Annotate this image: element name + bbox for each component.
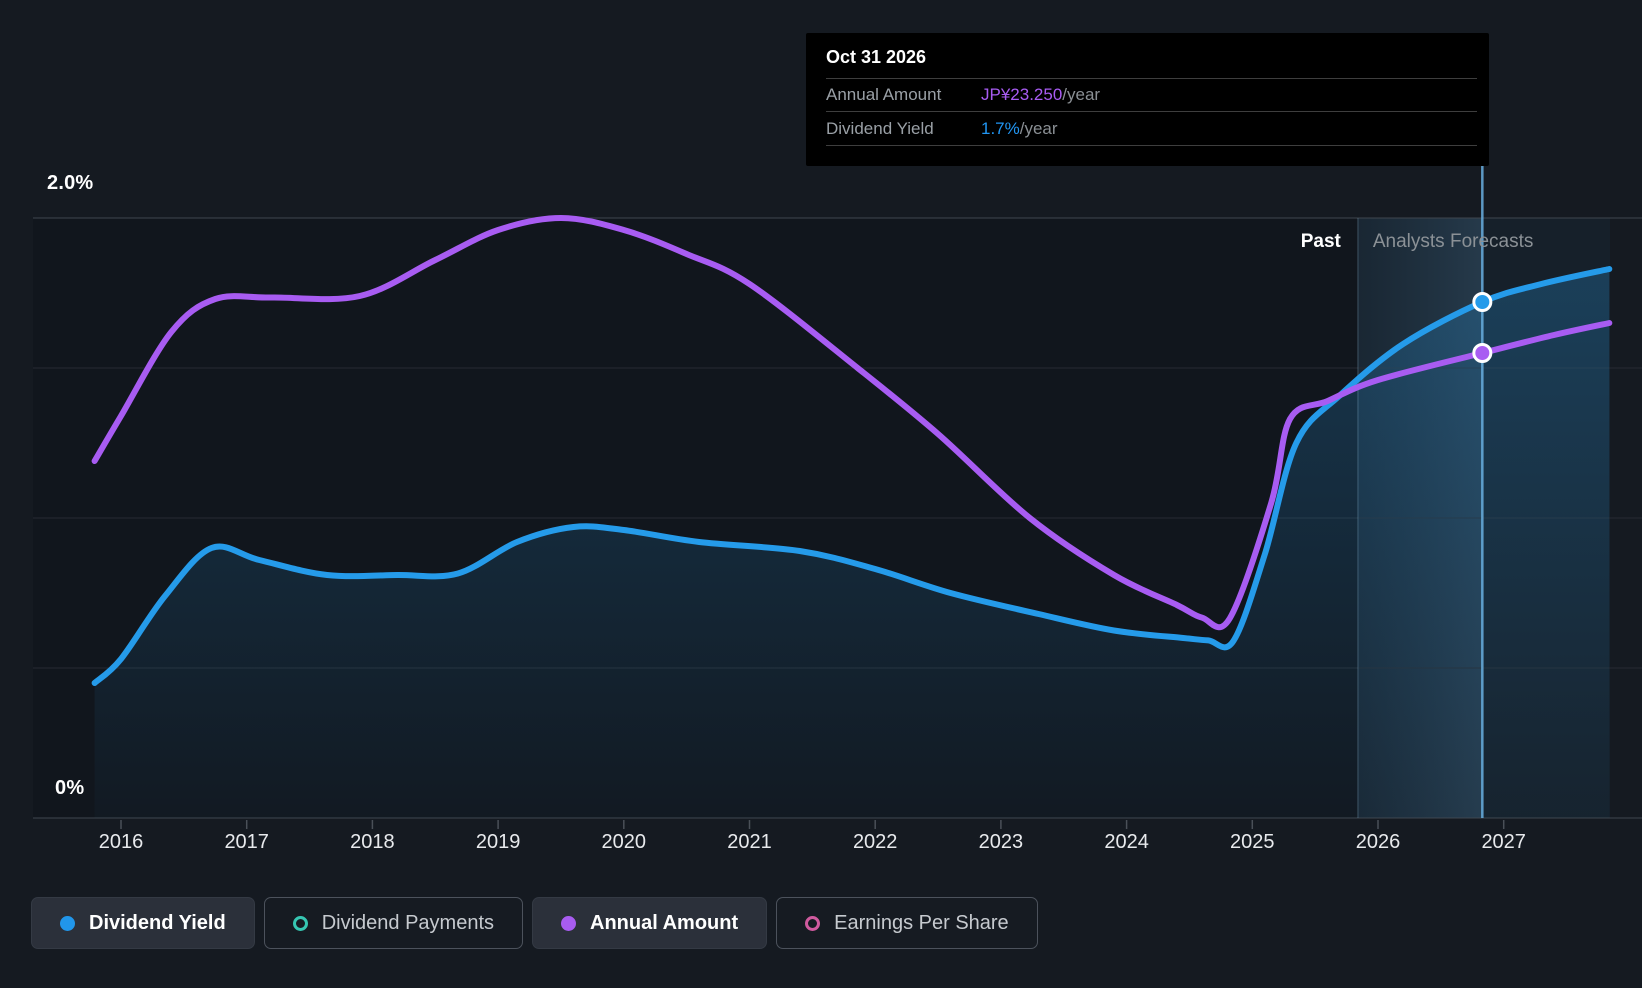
x-axis-label-2018: 2018	[350, 831, 395, 853]
tooltip-annual-amount-label: Annual Amount	[826, 85, 942, 104]
tooltip-bottom-divider	[826, 145, 1477, 146]
forecast-region-label: Analysts Forecasts	[1372, 231, 1534, 252]
x-axis-label-2025: 2025	[1230, 831, 1275, 853]
legend-item-dividend-yield[interactable]: Dividend Yield	[31, 897, 255, 949]
tooltip-date: Oct 31 2026	[826, 47, 927, 67]
x-axis-label-2022: 2022	[852, 831, 898, 853]
x-axis-label-2020: 2020	[601, 831, 647, 853]
x-axis-label-2021: 2021	[727, 831, 772, 853]
past-region-label: Past	[1300, 231, 1341, 252]
dividend-yield-area	[94, 269, 1610, 818]
chart-legend: Dividend Yield Dividend Payments Annual Am…	[31, 897, 1038, 949]
x-axis-label-2027: 2027	[1481, 831, 1526, 853]
legend-label: Annual Amount	[590, 911, 739, 934]
x-axis-label-2017: 2017	[224, 831, 269, 853]
x-axis-label-2019: 2019	[475, 831, 521, 853]
dividend-yield-line	[91, 266, 1613, 686]
tooltip-dividend-yield-value: 1.7%	[981, 118, 1020, 138]
tooltip-annual-amount-unit: /year	[1062, 85, 1101, 104]
legend-marker-annual-amount-icon	[561, 915, 577, 931]
dividend-yield-marker[interactable]	[1472, 292, 1493, 312]
x-axis-label-2016: 2016	[98, 831, 144, 853]
legend-label: Earnings Per Share	[834, 911, 1009, 934]
tooltip-dividend-yield-unit: /year	[1019, 118, 1058, 138]
legend-item-earnings-per-share[interactable]: Earnings Per Share	[776, 897, 1038, 949]
legend-marker-dividend-payments-icon	[292, 915, 308, 931]
x-axis-label-2023: 2023	[978, 831, 1024, 853]
tooltip-annual-amount-value: JP¥23.250	[981, 85, 1063, 104]
x-axis-label-2026: 2026	[1355, 831, 1401, 853]
tooltip-row-annual-amount: Annual Amount JP¥23.250/year	[826, 78, 1477, 111]
chart-tooltip: Oct 31 2026 Annual Amount JP¥23.250/year…	[806, 33, 1489, 166]
legend-item-annual-amount[interactable]: Annual Amount	[532, 897, 768, 949]
x-axis: 2016 2017 2018 2019 2020 2021 2022 2023 2024 2025…	[0, 831, 1642, 861]
legend-item-dividend-payments[interactable]: Dividend Payments	[263, 897, 524, 949]
y-axis-label-zero: 0%	[55, 777, 85, 799]
legend-label: Dividend Payments	[321, 911, 495, 934]
legend-marker-earnings-per-share-icon	[805, 915, 821, 931]
legend-label: Dividend Yield	[89, 911, 226, 934]
legend-marker-dividend-yield-icon	[60, 915, 75, 931]
annual-amount-line	[91, 215, 1613, 631]
tooltip-dividend-yield-label: Dividend Yield	[826, 118, 934, 138]
y-axis-label-max: 2.0%	[47, 172, 94, 194]
annual-amount-marker[interactable]	[1472, 343, 1493, 363]
tooltip-row-dividend-yield: Dividend Yield 1.7%/year	[826, 111, 1477, 145]
x-axis-label-2024: 2024	[1104, 831, 1149, 853]
